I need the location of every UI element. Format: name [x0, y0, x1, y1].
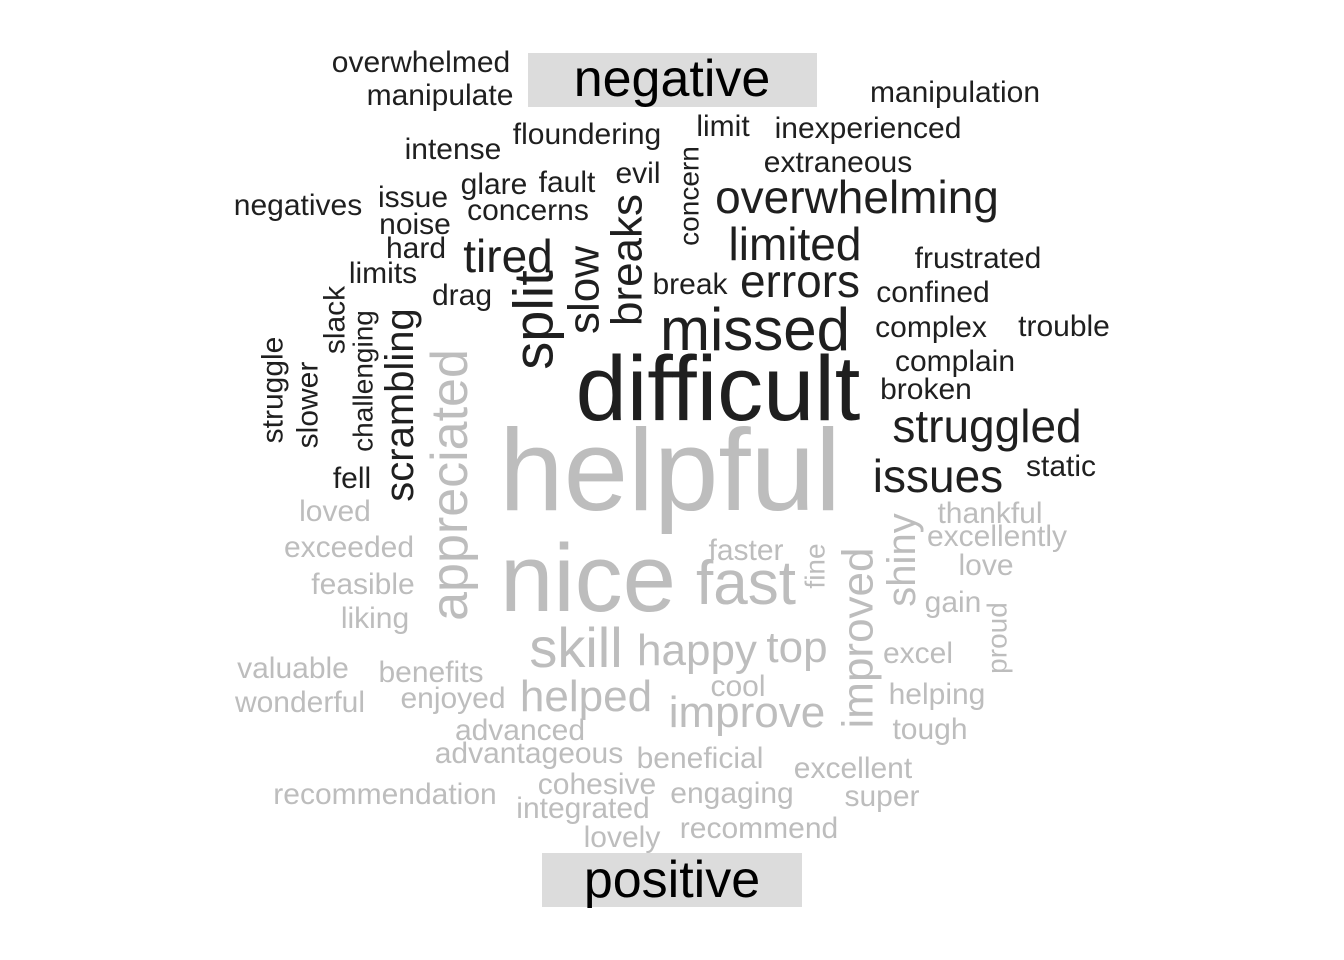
word-negatives: negatives	[234, 189, 362, 222]
word-drag: drag	[432, 279, 492, 312]
word-struggle: struggle	[257, 337, 290, 444]
word-marks: difficultmissedsplitoverwhelminglimitede…	[234, 46, 1110, 854]
word-lovely: lovely	[584, 821, 661, 854]
word-faster: faster	[708, 534, 783, 567]
word-concern: concern	[674, 146, 705, 246]
word-recommendation: recommendation	[273, 778, 496, 811]
word-hard: hard	[386, 232, 446, 265]
word-limits: limits	[349, 257, 417, 290]
word-advantageous: advantageous	[435, 737, 624, 770]
word-love: love	[958, 549, 1013, 582]
word-improved: improved	[834, 548, 883, 729]
word-improve: improve	[669, 688, 826, 737]
word-appreciated: appreciated	[421, 349, 479, 621]
negative-label-background	[528, 53, 817, 107]
word-helpful: helpful	[499, 405, 841, 535]
word-challenging: challenging	[348, 310, 379, 452]
word-split: split	[502, 270, 565, 370]
word-glare: glare	[461, 168, 528, 201]
word-breaks: breaks	[603, 194, 652, 326]
word-extraneous: extraneous	[764, 146, 912, 179]
word-wonderful: wonderful	[234, 686, 365, 719]
word-proud: proud	[982, 602, 1013, 674]
word-fast: fast	[696, 549, 796, 618]
word-tough: tough	[892, 713, 967, 746]
word-complex: complex	[875, 311, 987, 344]
word-excel: excel	[883, 637, 953, 670]
word-feasible: feasible	[311, 568, 414, 601]
negative-group-label: negative	[574, 50, 771, 108]
word-cool: cool	[710, 670, 765, 703]
word-beneficial: beneficial	[637, 742, 764, 775]
word-loved: loved	[299, 495, 371, 528]
word-concerns: concerns	[467, 194, 589, 227]
word-trouble: trouble	[1018, 310, 1110, 343]
word-errors: errors	[740, 255, 860, 307]
word-fell: fell	[333, 462, 371, 495]
word-shiny: shiny	[880, 513, 924, 606]
word-helping: helping	[889, 678, 986, 711]
word-overwhelming: overwhelming	[715, 171, 999, 223]
word-recommend: recommend	[680, 812, 838, 845]
word-scrambling: scrambling	[378, 308, 422, 501]
word-floundering: floundering	[513, 118, 661, 151]
word-fine: fine	[800, 543, 831, 588]
word-happy: happy	[637, 626, 757, 675]
positive-label-background	[542, 853, 802, 907]
word-benefits: benefits	[378, 656, 483, 689]
word-break: break	[652, 268, 728, 301]
word-valuable: valuable	[237, 652, 349, 685]
word-integrated: integrated	[516, 792, 649, 825]
word-nice: nice	[500, 525, 676, 632]
word-excellent: excellent	[794, 752, 913, 785]
word-manipulate: manipulate	[367, 79, 514, 112]
word-inexperienced: inexperienced	[775, 112, 962, 145]
word-slack: slack	[319, 285, 352, 354]
word-limited: limited	[729, 218, 862, 270]
word-missed: missed	[660, 296, 850, 363]
word-gain: gain	[925, 586, 982, 619]
word-exceeded: exceeded	[284, 531, 414, 564]
word-super: super	[844, 780, 919, 813]
word-intense: intense	[405, 133, 502, 166]
word-limit: limit	[696, 110, 750, 143]
word-slower: slower	[292, 362, 325, 449]
word-issue: issue	[378, 181, 448, 214]
word-issues: issues	[873, 450, 1003, 502]
word-difficult: difficult	[576, 338, 861, 440]
word-struggled: struggled	[892, 400, 1081, 452]
word-broken: broken	[880, 373, 972, 406]
word-advanced: advanced	[455, 714, 585, 747]
word-engaging: engaging	[670, 777, 793, 810]
word-cohesive: cohesive	[538, 768, 656, 801]
word-frustrated: frustrated	[915, 242, 1042, 275]
word-slow: slow	[560, 246, 609, 334]
word-evil: evil	[615, 157, 660, 190]
word-thankful: thankful	[937, 497, 1042, 530]
word-fault: fault	[539, 166, 596, 199]
word-noise: noise	[379, 208, 451, 241]
positive-group-label: positive	[584, 851, 760, 909]
word-excellently: excellently	[927, 520, 1067, 553]
word-enjoyed: enjoyed	[400, 682, 505, 715]
word-liking: liking	[341, 602, 409, 635]
word-confined: confined	[876, 276, 989, 309]
word-overwhelmed: overwhelmed	[332, 46, 510, 79]
word-helped: helped	[520, 672, 652, 721]
word-complain: complain	[895, 345, 1015, 378]
word-skill: skill	[529, 616, 622, 679]
word-static: static	[1026, 450, 1096, 483]
word-tired: tired	[463, 230, 552, 282]
word-top: top	[766, 623, 827, 672]
word-manipulation: manipulation	[870, 76, 1040, 109]
